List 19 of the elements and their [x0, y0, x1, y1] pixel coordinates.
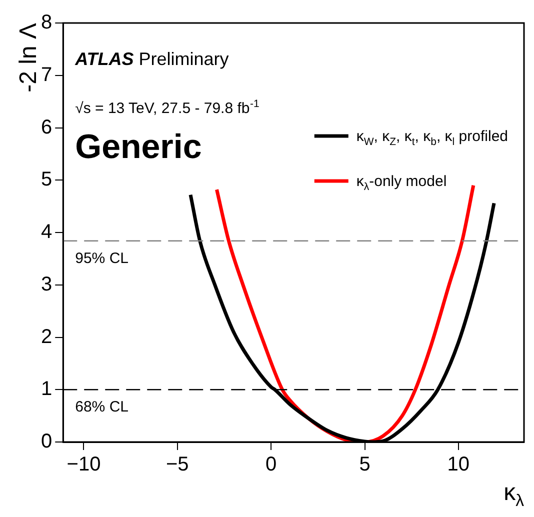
- y-tick-label: 3: [41, 273, 52, 296]
- y-tick-label: 6: [41, 116, 52, 138]
- y-tick-label: 1: [41, 378, 52, 400]
- y-tick-label: 2: [41, 326, 52, 348]
- ref-line-label: 68% CL: [75, 398, 128, 416]
- x-tick-label: −5: [166, 454, 189, 476]
- y-tick-label: 5: [41, 168, 52, 191]
- x-tick-label: 10: [447, 454, 470, 476]
- y-tick-label: 7: [41, 64, 52, 86]
- annotation: Generic: [75, 128, 202, 166]
- y-tick-label: 8: [41, 12, 52, 34]
- x-tick-label: 5: [359, 454, 370, 476]
- ref-line-label: 95% CL: [75, 250, 128, 267]
- y-axis-title: -2 ln Λ: [15, 22, 42, 92]
- x-tick-label: 0: [266, 454, 277, 476]
- x-tick-label: −10: [66, 454, 101, 476]
- annotation: ATLAS Preliminary: [74, 49, 229, 69]
- y-tick-label: 4: [41, 221, 52, 244]
- y-tick-label: 0: [41, 430, 52, 453]
